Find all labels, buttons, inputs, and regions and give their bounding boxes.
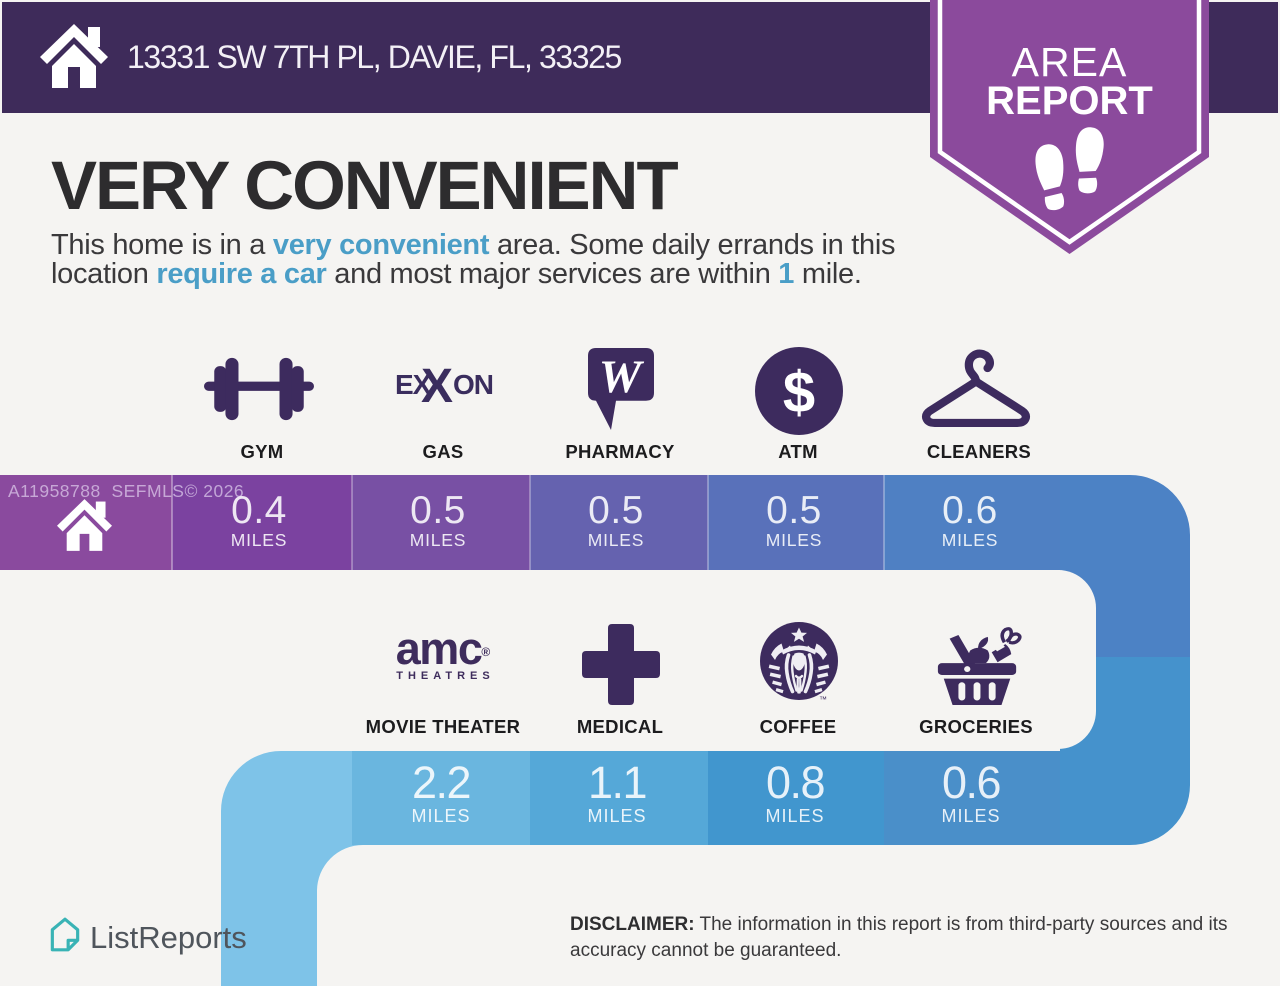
svg-text:AREA: AREA [1012,39,1128,85]
svg-text:REPORT: REPORT [986,79,1153,123]
svg-text:™: ™ [819,695,827,704]
svg-text:$: $ [783,360,815,425]
svg-text:W: W [599,351,645,402]
